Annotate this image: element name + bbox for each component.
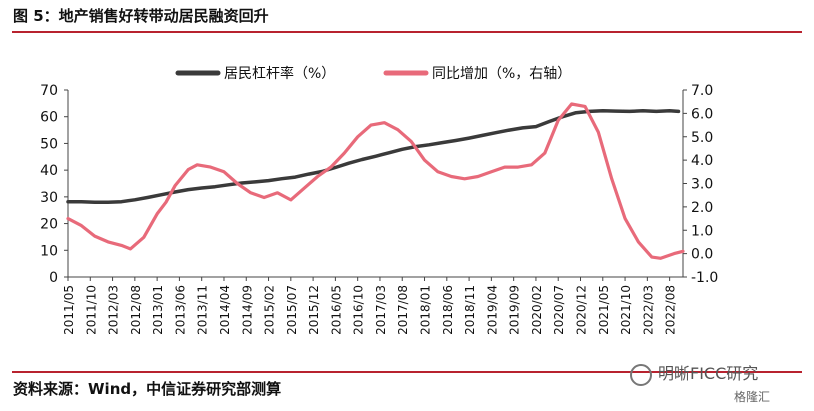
x-tick-label: 2020/12 [575,285,589,335]
source-note: 资料来源：Wind，中信证券研究部测算 [13,380,282,398]
x-tick-label: 2012/08 [129,285,143,335]
x-tick-label: 2017/08 [396,285,410,335]
wechat-icon [630,363,652,386]
x-tick-label: 2019/09 [508,285,522,335]
y-left-tick-label: 10 [40,243,58,259]
x-tick-label: 2018/11 [463,285,477,335]
x-tick-label: 2020/02 [530,285,544,335]
y-right-tick-label: 6.0 [691,106,713,122]
x-tick-label: 2021/10 [619,285,633,335]
legend-item-leverage-label: 居民杠杆率（%） [224,65,335,82]
watermark: 明晰FICC研究 [630,360,758,386]
y-right-tick-label: 1.0 [691,223,713,239]
x-tick-label: 2017/03 [374,285,388,335]
x-tick-label: 2015/02 [263,285,277,335]
y-left-tick-label: 50 [40,136,58,152]
x-tick-label: 2012/03 [107,285,121,335]
y-left-tick-label: 30 [40,190,58,206]
y-left-tick-label: 40 [40,163,58,179]
x-tick-label: 2015/07 [285,285,299,335]
watermark-sub: 格隆汇 [734,390,771,404]
x-tick-label: 2014/04 [218,285,232,335]
x-tick-label: 2015/12 [307,285,321,335]
x-tick-label: 2016/10 [352,285,366,335]
series-line-growth [66,102,685,260]
y-right-tick-label: 5.0 [691,130,713,146]
x-tick-label: 2011/05 [62,285,76,335]
chart: 0 10 20 30 40 50 60 70 -1.0 0.0 1.0 2.0 3.0 4.0 5.0 6.0… [40,65,718,335]
y-left-tick-label: 20 [40,217,58,233]
y-right-tick-label: -1.0 [691,270,718,286]
legend-item-growth-label: 同比增加（%，右轴） [432,66,571,82]
y-left-tick-label: 0 [49,270,58,286]
y-right-tick-label: 3.0 [691,177,713,193]
y-right-tick-label: 4.0 [691,153,713,169]
x-tick-label: 2011/10 [84,285,98,335]
figure-title: 图 5：地产销售好转带动居民融资回升 [13,7,269,25]
x-tick-label: 2020/07 [552,285,566,335]
y-left-tick-label: 60 [40,110,58,126]
x-tick-label: 2016/05 [329,285,343,335]
x-tick-label: 2013/01 [151,285,165,335]
x-tick-label: 2013/11 [196,285,210,335]
watermark-text: 明晰FICC研究 [658,364,759,383]
x-tick-label: 2019/04 [485,285,499,335]
x-tick-label: 2018/06 [441,285,455,335]
y-left-tick-label: 70 [40,83,58,99]
y-right-tick-label: 2.0 [691,200,713,216]
x-tick-label: 2018/01 [419,285,433,335]
x-tick-label: 2013/06 [173,285,187,335]
title-rule [12,31,802,33]
x-tick-label: 2022/08 [664,285,678,335]
x-tick-label: 2014/09 [240,285,254,335]
y-right-tick-label: 0.0 [691,247,713,263]
source-rule [12,371,802,373]
x-tick-label: 2022/03 [641,285,655,335]
y-right-tick-label: 7.0 [691,83,713,99]
x-tick-label: 2021/05 [597,285,611,335]
